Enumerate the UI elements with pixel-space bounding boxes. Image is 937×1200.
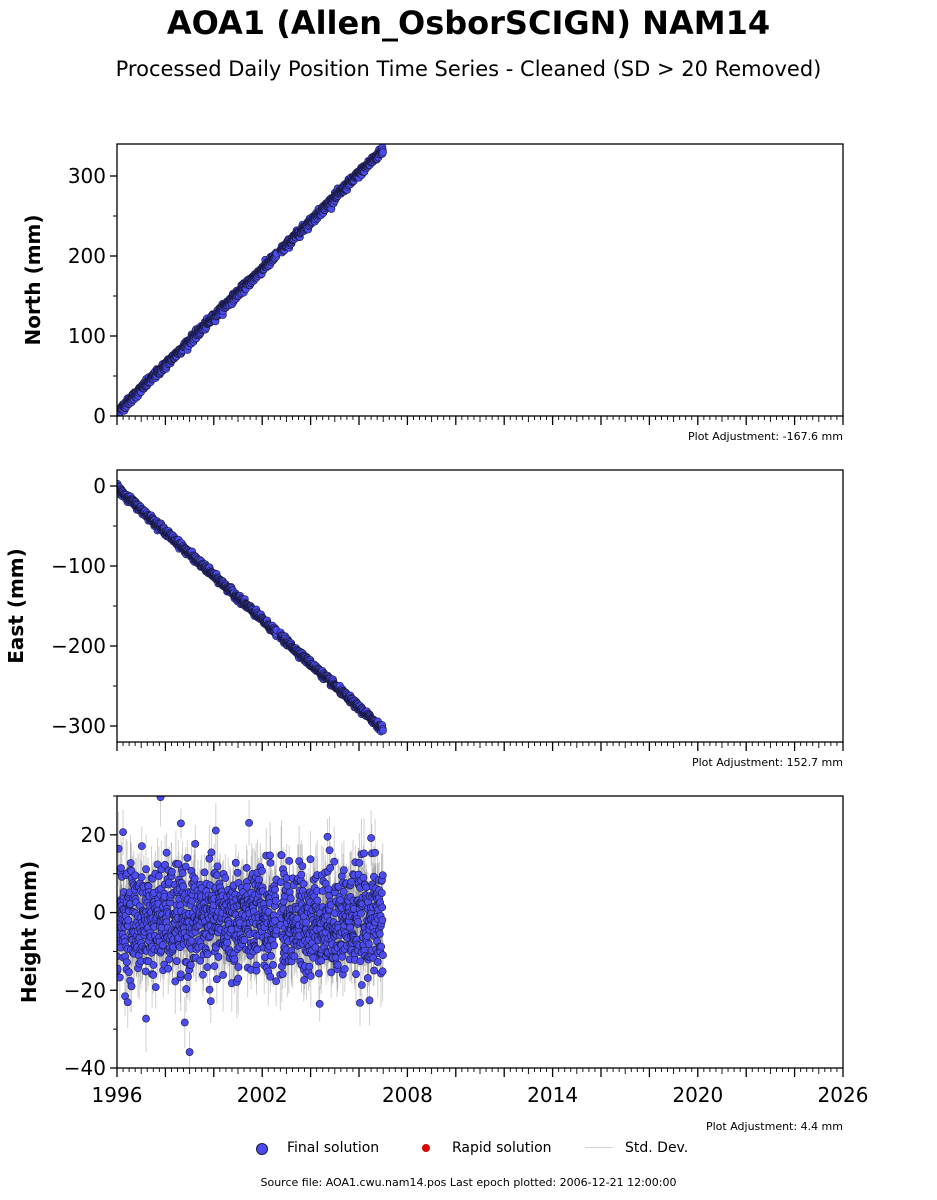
plot-adjustment: Plot Adjustment: -167.6 mm [688, 430, 843, 443]
plot-area [117, 144, 387, 416]
y-tick-label: 100 [68, 324, 106, 348]
y-tick-label: 300 [68, 164, 106, 188]
chart-subtitle: Processed Daily Position Time Series - C… [115, 57, 822, 81]
plot-area [117, 480, 387, 736]
y-tick-label: 0 [93, 404, 106, 428]
chart-title: AOA1 (Allen_OsborSCIGN) NAM14 [166, 4, 771, 42]
panel-1: 0 100 200 300 North (mm) Plot Adjustment: -16… [21, 143, 844, 443]
plot-frame [116, 143, 844, 417]
final-solution-points [117, 144, 387, 416]
y-axis-label: North (mm) [21, 214, 45, 345]
final-solution-points [117, 480, 387, 736]
data-point [379, 148, 387, 157]
y-tick-label: 200 [68, 244, 106, 268]
